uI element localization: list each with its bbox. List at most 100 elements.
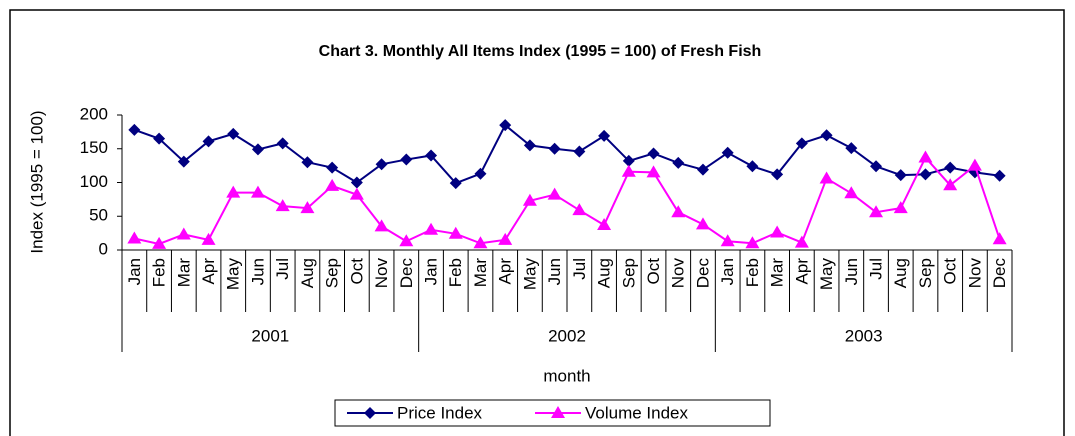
triangle-marker: [300, 201, 315, 214]
triangle-marker: [547, 187, 562, 200]
diamond-marker: [795, 137, 808, 150]
triangle-marker: [127, 231, 142, 244]
triangle-marker: [152, 236, 167, 249]
x-tick-label: Sep: [619, 258, 638, 288]
triangle-marker: [448, 226, 463, 239]
diamond-marker: [696, 163, 709, 176]
x-tick-label: Jun: [545, 258, 564, 285]
diamond-marker: [251, 143, 264, 156]
triangle-marker: [551, 406, 565, 418]
x-tick-label: May: [817, 258, 836, 291]
y-tick-label: 50: [89, 206, 108, 225]
diamond-marker: [153, 132, 166, 145]
legend-label: Price Index: [397, 403, 483, 422]
y-axis-label: Index (1995 = 100): [27, 110, 46, 253]
diamond-marker: [919, 168, 932, 181]
diamond-marker: [227, 127, 240, 140]
x-tick-label: Dec: [693, 258, 712, 289]
diamond-marker: [870, 160, 883, 173]
diamond-marker: [326, 161, 339, 174]
group-label: 2002: [548, 326, 586, 345]
y-tick-label: 0: [99, 239, 108, 258]
triangle-marker: [522, 193, 537, 206]
diamond-marker: [128, 123, 141, 136]
diamond-marker: [672, 156, 685, 169]
diamond-marker: [400, 153, 413, 166]
x-tick-label: Mar: [174, 258, 193, 288]
diamond-marker: [820, 129, 833, 142]
x-tick-label: Dec: [990, 258, 1009, 289]
triangle-marker: [794, 235, 809, 248]
x-tick-label: Mar: [768, 258, 787, 288]
triangle-marker: [597, 218, 612, 231]
group-label: 2001: [251, 326, 289, 345]
diamond-marker: [523, 139, 536, 152]
triangle-marker: [572, 203, 587, 216]
triangle-marker: [250, 185, 265, 198]
legend-label: Volume Index: [585, 403, 689, 422]
diamond-marker: [746, 160, 759, 173]
x-tick-label: Sep: [916, 258, 935, 288]
diamond-marker: [573, 145, 586, 158]
x-tick-label: Aug: [298, 258, 317, 288]
diamond-marker: [548, 142, 561, 155]
x-tick-label: Jan: [422, 258, 441, 285]
triangle-marker: [349, 187, 364, 200]
diamond-marker: [894, 169, 907, 182]
y-tick-label: 100: [80, 172, 108, 191]
x-tick-label: Sep: [323, 258, 342, 288]
diamond-marker: [177, 155, 190, 168]
x-tick-label: Apr: [199, 258, 218, 285]
y-tick-label: 150: [80, 138, 108, 157]
triangle-marker: [473, 236, 488, 249]
x-tick-label: Feb: [743, 258, 762, 287]
triangle-marker: [992, 232, 1007, 245]
triangle-marker: [275, 199, 290, 212]
diamond-marker: [276, 137, 289, 150]
triangle-marker: [646, 165, 661, 178]
diamond-marker: [647, 147, 660, 160]
x-tick-label: Oct: [941, 258, 960, 285]
x-tick-label: Jun: [248, 258, 267, 285]
x-tick-label: Oct: [347, 258, 366, 285]
triangle-marker: [770, 225, 785, 238]
chart-title: Chart 3. Monthly All Items Index (1995 =…: [319, 43, 762, 60]
x-tick-label: Nov: [669, 258, 688, 289]
x-tick-label: Jul: [570, 258, 589, 280]
triangle-marker: [720, 234, 735, 247]
triangle-marker: [869, 205, 884, 218]
triangle-marker: [695, 217, 710, 230]
x-tick-label: Apr: [496, 258, 515, 285]
triangle-marker: [893, 201, 908, 214]
diamond-marker: [721, 146, 734, 159]
triangle-marker: [621, 164, 636, 177]
diamond-marker: [425, 149, 438, 162]
x-tick-label: Aug: [595, 258, 614, 288]
triangle-marker: [671, 205, 686, 218]
triangle-marker: [844, 186, 859, 199]
x-tick-label: Apr: [792, 258, 811, 285]
triangle-marker: [424, 222, 439, 235]
triangle-marker: [943, 178, 958, 191]
x-tick-label: Oct: [644, 258, 663, 285]
triangle-marker: [399, 234, 414, 247]
triangle-marker: [498, 232, 513, 245]
diamond-marker: [622, 154, 635, 167]
diamond-marker: [202, 135, 215, 148]
diamond-marker: [350, 176, 363, 189]
group-label: 2003: [845, 326, 883, 345]
chart-border: [9, 9, 1065, 436]
x-tick-label: Jun: [842, 258, 861, 285]
x-tick-label: Jan: [718, 258, 737, 285]
x-tick-label: Nov: [965, 258, 984, 289]
diamond-marker: [845, 142, 858, 155]
x-tick-label: May: [520, 258, 539, 291]
diamond-marker: [449, 177, 462, 190]
x-tick-label: Feb: [150, 258, 169, 287]
triangle-marker: [967, 158, 982, 171]
x-tick-label: Nov: [372, 258, 391, 289]
x-tick-label: Dec: [397, 258, 416, 289]
x-axis-label: month: [543, 366, 590, 385]
x-tick-label: Jul: [273, 258, 292, 280]
